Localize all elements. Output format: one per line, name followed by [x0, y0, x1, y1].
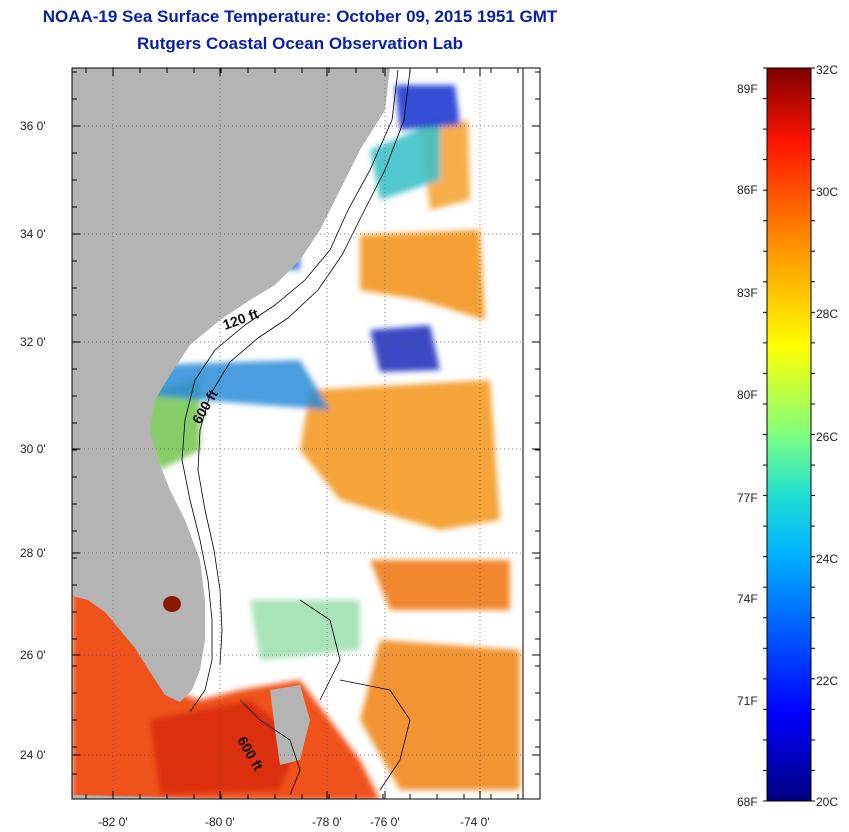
lat-tick-label: 36 0' [20, 119, 46, 133]
colorbar-gradient [766, 67, 812, 802]
sst-patch-north-east [360, 230, 485, 320]
colorbar-c-label: 20C [816, 795, 838, 809]
axis-box [71, 67, 541, 800]
lon-tick-label: -82 0' [98, 815, 128, 829]
colorbar-f-label: 83F [737, 286, 758, 300]
colorbar-f-label: 74F [737, 592, 758, 606]
colorbar-c-label: 22C [816, 674, 838, 688]
sst-patch-shelf-georgia [140, 380, 200, 470]
colorbar-c-label: 28C [816, 307, 838, 321]
lat-tick-label: 30 0' [20, 442, 46, 456]
sst-patch-central [300, 380, 500, 530]
colorbar-celsius-axis: 32C 30C 28C 26C 24C 22C 20C [816, 63, 838, 809]
colorbar-fahrenheit-axis: 89F 86F 83F 80F 77F 74F 71F 68F [737, 82, 758, 809]
lat-tick-label: 32 0' [20, 335, 46, 349]
chart-title: NOAA-19 Sea Surface Temperature: October… [42, 7, 558, 26]
land-andros [270, 685, 310, 765]
lat-tick-label: 34 0' [20, 227, 46, 241]
lon-tick-label: -74 0' [460, 815, 490, 829]
colorbar-c-label: 26C [816, 430, 838, 444]
sst-patch-bahamas-bank [250, 600, 360, 660]
sst-patch-east-mid [370, 560, 510, 610]
colorbar-c-label: 30C [816, 185, 838, 199]
colorbar-f-label: 80F [737, 388, 758, 402]
lon-tick-label: -80 0' [205, 815, 235, 829]
sst-patch-shelf-blue [145, 360, 330, 410]
colorbar-f-label: 89F [737, 82, 758, 96]
sst-patch-hatteras [370, 120, 440, 200]
colorbar-c-label: 24C [816, 552, 838, 566]
chart-subtitle: Rutgers Coastal Ocean Observation Lab [137, 34, 463, 53]
sst-patch-pamlico [395, 85, 460, 130]
colorbar-c-label: 32C [816, 63, 838, 77]
colorbar-f-label: 86F [737, 183, 758, 197]
sst-patch-cold-blue [370, 325, 440, 372]
lat-axis: 36 0' 34 0' 32 0' 30 0' 28 0' 26 0' 24 0… [20, 119, 46, 762]
lon-tick-label: -78 0' [312, 815, 342, 829]
map-frame [72, 68, 523, 799]
lon-axis: -82 0' -80 0' -78 0' -76 0' -74 0' [98, 815, 490, 829]
depth-contours [181, 69, 411, 796]
lat-tick-label: 28 0' [20, 546, 46, 560]
sst-patch-straits [150, 700, 300, 795]
land-us-southeast [72, 68, 390, 702]
colorbar-f-label: 68F [737, 795, 758, 809]
lon-tick-label: -76 0' [370, 815, 400, 829]
colorbar-ticks [763, 67, 815, 802]
colorbar-f-label: 77F [737, 491, 758, 505]
lat-tick-label: 24 0' [20, 748, 46, 762]
land-cuba [72, 795, 250, 799]
lake-okeechobee [163, 596, 181, 612]
axis-ticks [72, 68, 540, 799]
colorbar-f-label: 71F [737, 694, 758, 708]
lat-tick-label: 26 0' [20, 648, 46, 662]
